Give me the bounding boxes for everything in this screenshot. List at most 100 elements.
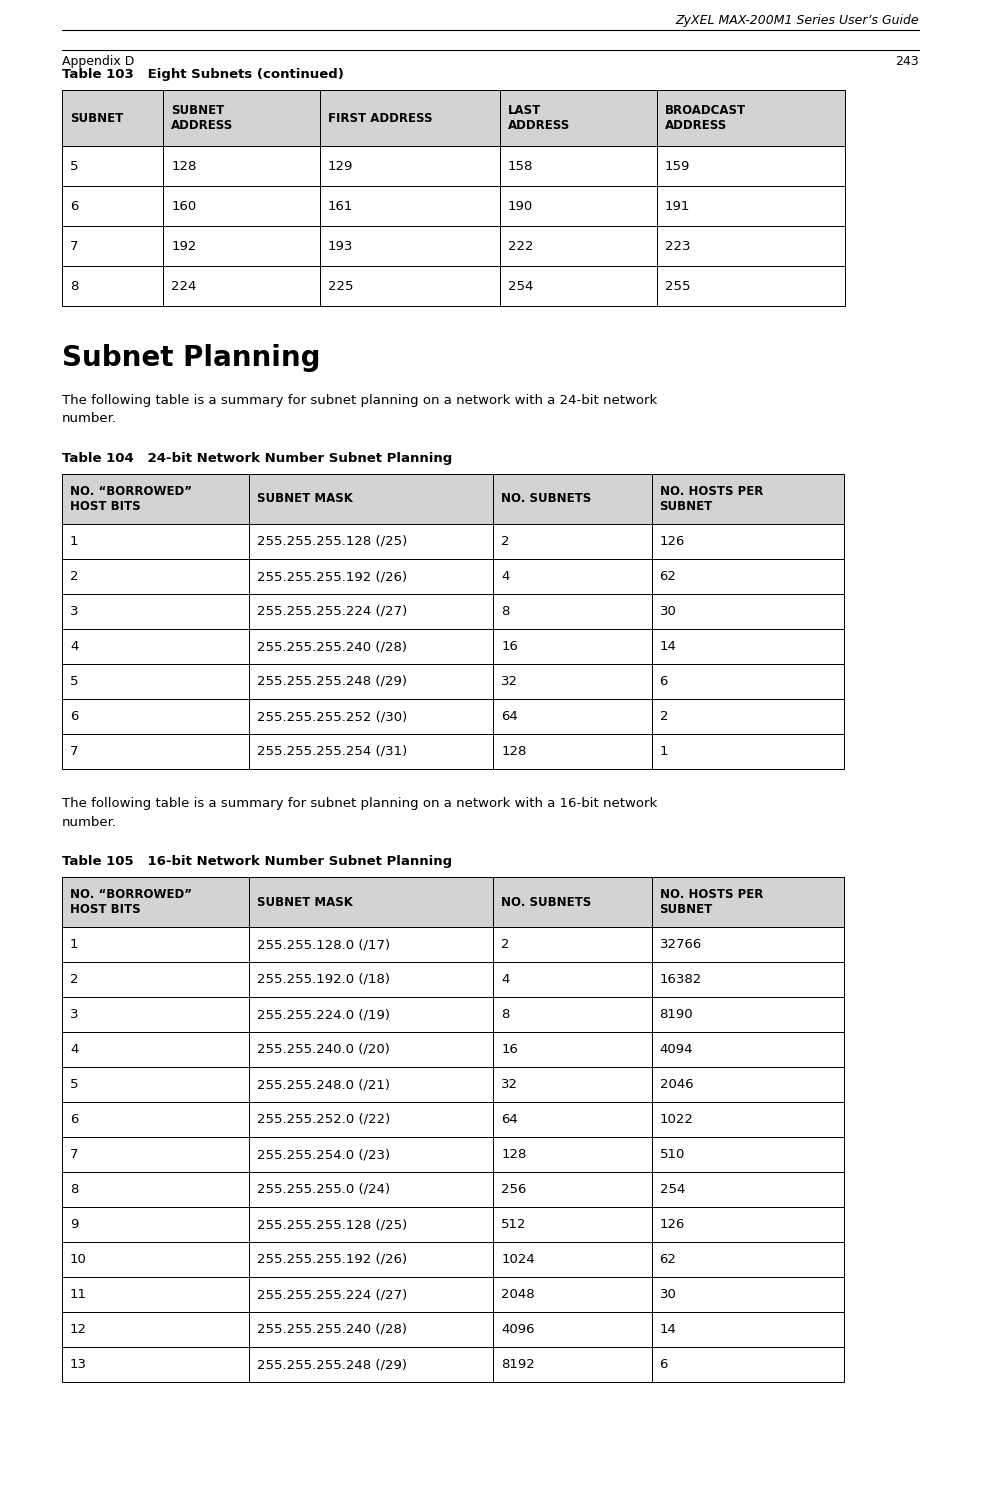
Text: 255.255.255.248 (/29): 255.255.255.248 (/29) <box>257 1359 407 1371</box>
Text: 1022: 1022 <box>659 1114 694 1126</box>
Bar <box>62 146 163 186</box>
Text: 255.255.255.192 (/26): 255.255.255.192 (/26) <box>257 570 407 583</box>
Bar <box>500 225 656 266</box>
Bar <box>62 996 249 1033</box>
Text: 255.255.255.254 (/31): 255.255.255.254 (/31) <box>257 745 407 758</box>
Text: 255.255.254.0 (/23): 255.255.254.0 (/23) <box>257 1148 390 1160</box>
Text: 30: 30 <box>659 1288 677 1302</box>
Bar <box>62 927 249 962</box>
Bar <box>62 1347 249 1381</box>
Text: 5: 5 <box>70 159 78 173</box>
Bar <box>651 962 845 996</box>
Bar <box>651 1067 845 1102</box>
Bar <box>500 146 656 186</box>
Text: 14: 14 <box>659 1323 677 1336</box>
Bar <box>62 628 249 664</box>
Text: 254: 254 <box>659 1183 685 1196</box>
Bar <box>656 186 846 225</box>
Text: 16: 16 <box>501 640 518 652</box>
Bar <box>500 266 656 307</box>
Text: 256: 256 <box>501 1183 527 1196</box>
Bar <box>500 90 656 146</box>
Bar <box>493 1102 651 1136</box>
Bar <box>493 927 651 962</box>
Bar <box>651 473 845 525</box>
Bar <box>163 186 320 225</box>
Bar <box>320 186 500 225</box>
Text: 1: 1 <box>70 938 78 951</box>
Bar <box>249 1136 493 1172</box>
Bar <box>651 628 845 664</box>
Text: 6: 6 <box>70 1114 78 1126</box>
Text: 129: 129 <box>328 159 353 173</box>
Bar <box>249 1207 493 1241</box>
Bar <box>493 594 651 628</box>
Text: 128: 128 <box>501 1148 527 1160</box>
Text: 62: 62 <box>659 1254 677 1266</box>
Bar <box>249 1033 493 1067</box>
Bar <box>249 1172 493 1207</box>
Text: 8: 8 <box>70 1183 78 1196</box>
Bar <box>320 146 500 186</box>
Text: BROADCAST
ADDRESS: BROADCAST ADDRESS <box>665 104 746 132</box>
Bar <box>62 664 249 699</box>
Bar <box>249 927 493 962</box>
Text: 4: 4 <box>70 1043 78 1057</box>
Bar <box>62 225 163 266</box>
Bar <box>62 1241 249 1278</box>
Bar <box>651 525 845 559</box>
Text: 255.255.255.224 (/27): 255.255.255.224 (/27) <box>257 1288 407 1302</box>
Bar <box>249 699 493 733</box>
Bar <box>651 1312 845 1347</box>
Text: 13: 13 <box>70 1359 87 1371</box>
Bar <box>163 266 320 307</box>
Text: 255.255.128.0 (/17): 255.255.128.0 (/17) <box>257 938 390 951</box>
Text: The following table is a summary for subnet planning on a network with a 16-bit : The following table is a summary for sub… <box>62 797 657 828</box>
Bar <box>62 1278 249 1312</box>
Text: 255.255.255.192 (/26): 255.255.255.192 (/26) <box>257 1254 407 1266</box>
Text: 4: 4 <box>70 640 78 652</box>
Text: NO. “BORROWED”
HOST BITS: NO. “BORROWED” HOST BITS <box>70 485 192 513</box>
Bar <box>651 1241 845 1278</box>
Text: 1024: 1024 <box>501 1254 535 1266</box>
Text: 128: 128 <box>171 159 196 173</box>
Bar <box>62 1067 249 1102</box>
Bar <box>493 1033 651 1067</box>
Text: 5: 5 <box>70 1078 78 1091</box>
Text: 161: 161 <box>328 200 353 212</box>
Text: 2: 2 <box>70 972 78 986</box>
Text: 225: 225 <box>328 280 353 293</box>
Bar <box>651 1136 845 1172</box>
Bar <box>62 699 249 733</box>
Text: LAST
ADDRESS: LAST ADDRESS <box>508 104 570 132</box>
Text: 254: 254 <box>508 280 534 293</box>
Text: 128: 128 <box>501 745 527 758</box>
Bar <box>62 1312 249 1347</box>
Bar <box>493 559 651 594</box>
Text: 255.255.255.128 (/25): 255.255.255.128 (/25) <box>257 1217 407 1231</box>
Bar <box>249 1312 493 1347</box>
Bar <box>320 266 500 307</box>
Text: Table 104   24-bit Network Number Subnet Planning: Table 104 24-bit Network Number Subnet P… <box>62 452 452 464</box>
Bar <box>656 266 846 307</box>
Bar <box>62 559 249 594</box>
Bar <box>656 146 846 186</box>
Text: 222: 222 <box>508 239 534 253</box>
Text: 255.255.224.0 (/19): 255.255.224.0 (/19) <box>257 1009 389 1021</box>
Bar <box>163 146 320 186</box>
Bar <box>651 1033 845 1067</box>
Text: 159: 159 <box>665 159 690 173</box>
Text: 6: 6 <box>659 1359 668 1371</box>
Text: SUBNET MASK: SUBNET MASK <box>257 493 353 505</box>
Text: NO. HOSTS PER
SUBNET: NO. HOSTS PER SUBNET <box>659 888 763 915</box>
Bar <box>62 594 249 628</box>
Text: 192: 192 <box>171 239 196 253</box>
Text: 2: 2 <box>501 938 509 951</box>
Bar <box>493 473 651 525</box>
Text: SUBNET: SUBNET <box>70 111 124 125</box>
Bar <box>493 699 651 733</box>
Bar <box>493 1207 651 1241</box>
Bar <box>62 266 163 307</box>
Bar <box>249 594 493 628</box>
Bar <box>249 559 493 594</box>
